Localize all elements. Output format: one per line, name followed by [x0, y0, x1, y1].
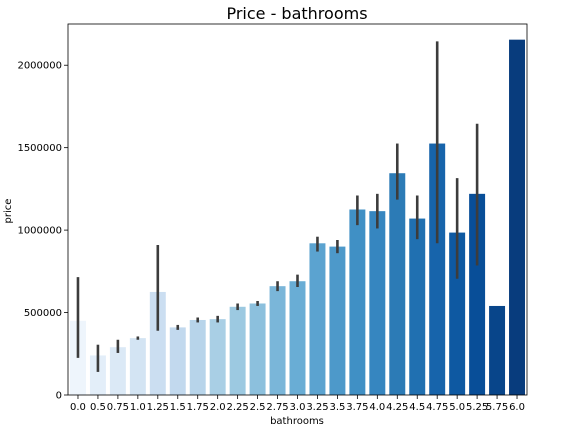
bars-group: [69, 39, 526, 396]
bar-3.25: [309, 243, 326, 395]
x-tick-label: 1.0: [130, 402, 146, 413]
bar-3.5: [329, 246, 346, 395]
chart-title: Price - bathrooms: [226, 4, 367, 23]
y-tick-label: 1500000: [17, 143, 62, 154]
y-tick-label: 1000000: [17, 226, 62, 237]
x-tick-label: 1.25: [147, 402, 169, 413]
x-tick-label: 0.0: [70, 402, 86, 413]
y-tick-label: 500000: [24, 308, 62, 319]
x-tick-label: 1.75: [187, 402, 209, 413]
bar-4.25: [389, 173, 406, 395]
y-tick-label: 0: [56, 391, 62, 402]
bar-4.5: [409, 218, 426, 395]
bar-2.75: [269, 286, 286, 395]
bar-5.25: [469, 193, 486, 395]
bar-1.25: [149, 291, 166, 395]
bar-1.0: [129, 338, 146, 395]
x-tick-label: 3.0: [290, 402, 306, 413]
bar-2.5: [249, 303, 266, 395]
bar-1.75: [189, 319, 206, 395]
x-tick-label: 2.5: [250, 402, 266, 413]
x-axis: 0.0 0.5 0.75 1.0 1.25 1.5 1.75 2.0 2.25 2.5 2.75 3.…: [70, 395, 525, 413]
x-tick-label: 4.5: [409, 402, 425, 413]
bar-0.5: [89, 355, 106, 395]
x-axis-label: bathrooms: [270, 416, 324, 427]
x-tick-label: 0.5: [90, 402, 106, 413]
y-axis-label: price: [3, 199, 14, 224]
x-tick-label: 3.5: [329, 402, 345, 413]
x-tick-label: 6.0: [509, 402, 525, 413]
bar-2.0: [209, 319, 226, 395]
x-tick-label: 0.75: [107, 402, 129, 413]
plot-frame: [67, 23, 528, 396]
y-axis: 0 500000 1000000 1500000 2000000: [17, 61, 68, 402]
bar-3.75: [349, 209, 366, 395]
x-tick-label: 3.25: [306, 402, 328, 413]
x-tick-label: 5.0: [449, 402, 465, 413]
x-tick-label: 2.25: [226, 402, 248, 413]
x-tick-label: 5.75: [486, 402, 508, 413]
x-tick-label: 4.0: [369, 402, 385, 413]
x-tick-label: 4.75: [426, 402, 448, 413]
x-tick-label: 4.25: [386, 402, 408, 413]
x-tick-label: 3.75: [346, 402, 368, 413]
bar-4.0: [369, 211, 386, 395]
bar-4.75: [429, 143, 446, 395]
bar-2.25: [229, 306, 246, 395]
bar-3.0: [289, 281, 306, 395]
bar-6.0: [509, 39, 526, 396]
x-tick-label: 2.0: [210, 402, 226, 413]
y-tick-label: 2000000: [17, 61, 62, 72]
x-tick-label: 5.25: [466, 402, 488, 413]
bar-5.0: [449, 232, 466, 395]
bar-1.5: [169, 327, 186, 395]
error-bars-group: [76, 41, 479, 372]
bar-0.75: [109, 347, 126, 395]
x-tick-label: 2.75: [266, 402, 288, 413]
bar-5.75: [489, 305, 506, 395]
x-tick-label: 1.5: [170, 402, 186, 413]
